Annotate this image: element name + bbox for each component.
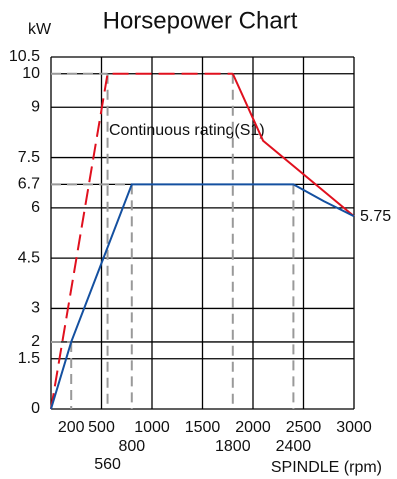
series-line bbox=[50, 72, 233, 410]
chart-title: Horsepower Chart bbox=[103, 7, 298, 34]
y-tick-label: 10.5 bbox=[9, 48, 40, 65]
x-tick-label: 560 bbox=[94, 456, 121, 473]
y-tick-label: 3 bbox=[31, 300, 40, 317]
y-tick-label: 6.7 bbox=[18, 176, 40, 193]
x-tick-label: 2000 bbox=[235, 419, 271, 436]
annotation: 5.75 bbox=[360, 208, 391, 225]
x-tick-label: 1500 bbox=[185, 419, 221, 436]
x-tick-label: 3000 bbox=[336, 419, 372, 436]
series-line bbox=[231, 73, 355, 218]
y-tick-label: 7.5 bbox=[18, 149, 40, 166]
x-tick-label: 800 bbox=[118, 438, 145, 455]
annotation: Continuous rating(S1) bbox=[109, 122, 265, 139]
y-tick-label: 9 bbox=[31, 99, 40, 116]
y-tick-label: 0 bbox=[31, 400, 40, 417]
x-tick-label: 200 bbox=[58, 419, 85, 436]
y-axis-label: kW bbox=[28, 21, 52, 38]
x-tick-label: 1000 bbox=[134, 419, 170, 436]
x-tick-label: 1800 bbox=[215, 438, 251, 455]
series-line bbox=[50, 183, 355, 410]
y-tick-label: 2 bbox=[31, 333, 40, 350]
y-tick-label: 10 bbox=[22, 65, 40, 82]
y-tick-label: 1.5 bbox=[18, 350, 40, 367]
x-axis-label: SPINDLE (rpm) bbox=[271, 459, 382, 476]
y-tick-label: 4.5 bbox=[18, 249, 40, 266]
x-tick-label: 2500 bbox=[286, 419, 322, 436]
y-tick-label: 6 bbox=[31, 199, 40, 216]
x-tick-label: 2400 bbox=[276, 438, 312, 455]
x-tick-label: 500 bbox=[88, 419, 115, 436]
